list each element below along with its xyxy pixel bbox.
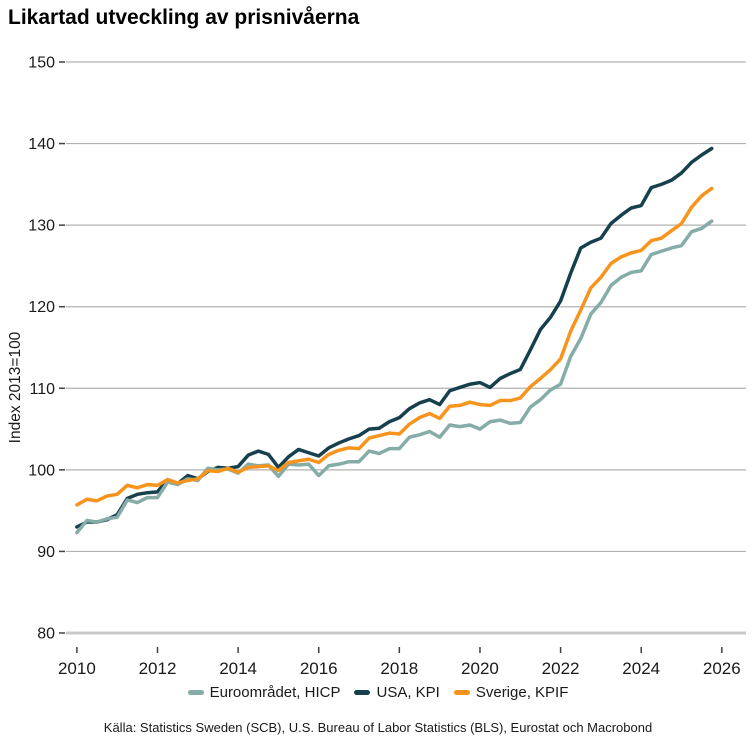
legend-item-usa: USA, KPI xyxy=(354,684,440,701)
x-tick-label: 2016 xyxy=(300,659,338,678)
usa-line-swatch-icon xyxy=(354,690,371,695)
legend-label-sverige: Sverige, KPIF xyxy=(475,684,569,701)
y-tick-label: 140 xyxy=(28,136,55,153)
x-tick-label: 2018 xyxy=(380,659,418,678)
y-tick-label: 120 xyxy=(28,299,55,316)
x-tick-label: 2024 xyxy=(622,659,660,678)
x-tick-label: 2026 xyxy=(703,659,741,678)
y-axis-title: Index 2013=100 xyxy=(7,331,24,443)
chart-legend: Euroområdet, HICP USA, KPI Sverige, KPIF xyxy=(0,684,756,701)
series-line-sverige xyxy=(75,186,714,507)
legend-item-euroomradet: Euroområdet, HICP xyxy=(187,684,341,701)
x-tick-label: 2012 xyxy=(139,659,177,678)
y-tick-label: 100 xyxy=(28,462,55,479)
x-tick-label: 2020 xyxy=(461,659,499,678)
sverige-line-swatch-icon xyxy=(453,690,470,695)
chart-title: Likartad utveckling av prisnivåerna xyxy=(8,6,360,29)
y-tick-label: 80 xyxy=(37,626,55,643)
y-tick-label: 130 xyxy=(28,218,55,235)
series-line-euroomradet xyxy=(75,219,714,535)
y-tick-label: 110 xyxy=(29,381,55,398)
series-line-usa xyxy=(75,146,714,529)
x-tick-label: 2014 xyxy=(219,659,257,678)
y-tick-label: 90 xyxy=(37,544,55,561)
line-chart: 80 90 100 110 120 130 140 150 2010 2012 2014 2016 20… xyxy=(7,55,746,678)
y-tick-label: 150 xyxy=(28,55,55,72)
x-tick-label: 2022 xyxy=(542,659,580,678)
legend-item-sverige: Sverige, KPIF xyxy=(453,684,569,701)
x-tick-label: 2010 xyxy=(58,659,96,678)
source-attribution: Källa: Statistics Sweden (SCB), U.S. Bur… xyxy=(103,720,653,735)
legend-label-usa: USA, KPI xyxy=(376,684,440,701)
euroomradet-line-swatch-icon xyxy=(187,690,204,695)
legend-label-euroomradet: Euroområdet, HICP xyxy=(209,684,341,701)
